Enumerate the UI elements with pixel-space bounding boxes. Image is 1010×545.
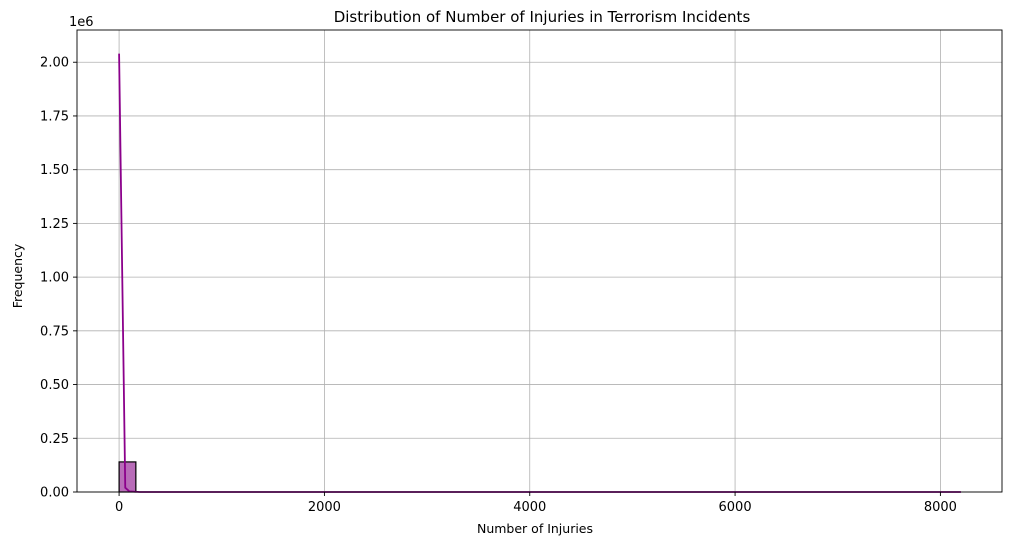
y-axis-label: Frequency — [10, 243, 25, 308]
x-tick-label: 2000 — [308, 500, 341, 515]
plot-frame — [76, 29, 1003, 493]
x-tick-label: 6000 — [719, 500, 752, 515]
y-axis-offset-label: 1e6 — [69, 15, 94, 30]
axis-ticks: 0 2000 4000 6000 8000 0.00 0.25 0.50 0.75 1.00 1.2… — [40, 56, 957, 515]
y-tick-label: 1.50 — [40, 163, 69, 178]
y-tick-label: 1.75 — [40, 109, 69, 124]
x-axis-label: Number of Injuries — [477, 521, 593, 536]
x-tick-label: 4000 — [513, 500, 546, 515]
histogram-bar — [118, 461, 137, 493]
y-tick-label: 1.00 — [40, 271, 69, 286]
y-tick-label: 0.75 — [40, 324, 69, 339]
y-tick-label: 0.25 — [40, 432, 69, 447]
x-tick-label: 0 — [115, 500, 123, 515]
y-tick-label: 0.00 — [40, 486, 69, 501]
y-tick-label: 1.25 — [40, 217, 69, 232]
x-tick-label: 8000 — [924, 500, 957, 515]
plot-frame-border — [76, 29, 1003, 493]
chart-title: Distribution of Number of Injuries in Te… — [334, 8, 751, 26]
y-tick-label: 2.00 — [40, 56, 69, 71]
y-tick-label: 0.50 — [40, 378, 69, 393]
